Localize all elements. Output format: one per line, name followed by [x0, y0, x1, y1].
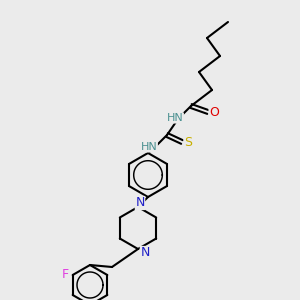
Text: N: N [140, 247, 150, 260]
Text: O: O [209, 106, 219, 118]
Text: N: N [135, 196, 145, 209]
Text: S: S [184, 136, 192, 148]
Text: HN: HN [167, 113, 183, 123]
Text: HN: HN [141, 142, 158, 152]
Text: F: F [62, 268, 69, 281]
